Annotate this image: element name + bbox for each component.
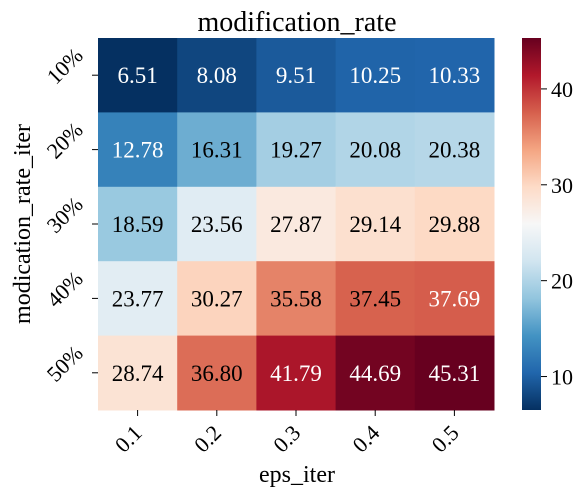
cell-value-label: 37.45 bbox=[349, 286, 401, 311]
heatmap-cell bbox=[414, 112, 495, 188]
x-tick-label: 0.4 bbox=[347, 420, 384, 457]
cell-value-label: 9.51 bbox=[276, 63, 316, 88]
heatmap-cell bbox=[256, 335, 337, 411]
heatmap-cell bbox=[335, 335, 416, 411]
cell-value-label: 10.25 bbox=[349, 63, 401, 88]
cell-value-label: 45.31 bbox=[429, 361, 481, 386]
colorbar-tick-label: 40 bbox=[551, 77, 573, 102]
heatmap-cell bbox=[414, 261, 495, 337]
y-tick-label: 10% bbox=[42, 43, 88, 89]
cell-value-label: 12.78 bbox=[112, 138, 164, 163]
heatmap-cell bbox=[177, 186, 257, 262]
colorbar-tick-label: 30 bbox=[551, 173, 573, 198]
chart-title: modification_rate bbox=[197, 7, 396, 38]
heatmap-cell bbox=[98, 112, 178, 188]
colorbar-tick-label: 20 bbox=[551, 269, 573, 294]
heatmap-cell bbox=[177, 335, 257, 411]
cell-value-label: 35.58 bbox=[270, 286, 322, 311]
x-tick-label: 0.5 bbox=[427, 420, 464, 457]
cell-value-label: 37.69 bbox=[429, 286, 481, 311]
cell-value-label: 36.80 bbox=[191, 361, 243, 386]
cell-value-label: 20.38 bbox=[429, 138, 481, 163]
cell-value-label: 27.87 bbox=[270, 212, 322, 237]
heatmap-cell bbox=[98, 38, 178, 113]
cell-value-label: 29.88 bbox=[429, 212, 481, 237]
heatmap-cell bbox=[414, 186, 495, 262]
x-axis-label: eps_iter bbox=[259, 462, 335, 488]
colorbar-tick-label: 10 bbox=[551, 365, 573, 390]
x-tick-label: 0.1 bbox=[110, 420, 147, 457]
heatmap-cell bbox=[335, 38, 416, 113]
cell-value-label: 16.31 bbox=[191, 138, 243, 163]
heatmap-cell bbox=[256, 261, 337, 337]
heatmap-cell bbox=[98, 261, 178, 337]
heatmap-cell bbox=[335, 186, 416, 262]
cell-value-label: 28.74 bbox=[112, 361, 164, 386]
heatmap-cell bbox=[335, 261, 416, 337]
cell-value-label: 23.56 bbox=[191, 212, 243, 237]
x-axis-ticks: 0.1 0.2 0.3 0.4 0.5 bbox=[110, 410, 464, 457]
heatmap-cell bbox=[177, 112, 257, 188]
heatmap-cell bbox=[98, 186, 178, 262]
cell-value-label: 18.59 bbox=[112, 212, 164, 237]
colorbar bbox=[522, 38, 541, 410]
cell-value-label: 41.79 bbox=[270, 361, 322, 386]
cell-value-label: 19.27 bbox=[270, 138, 322, 163]
y-axis-label: modication_rate_iter bbox=[10, 124, 36, 324]
cell-value-label: 8.08 bbox=[197, 63, 237, 88]
heatmap-cell bbox=[177, 261, 257, 337]
cell-value-label: 44.69 bbox=[349, 361, 401, 386]
y-tick-label: 40% bbox=[42, 266, 88, 312]
cell-value-label: 29.14 bbox=[349, 212, 401, 237]
x-tick-label: 0.2 bbox=[189, 420, 226, 457]
x-tick-label: 0.3 bbox=[268, 420, 305, 457]
heatmap-cell bbox=[414, 335, 495, 411]
heatmap-cells bbox=[98, 38, 495, 411]
colorbar-ticks: 10 20 30 40 bbox=[541, 77, 573, 390]
cell-value-label: 20.08 bbox=[349, 138, 401, 163]
y-tick-label: 50% bbox=[42, 340, 88, 386]
cell-value-label: 23.77 bbox=[112, 286, 164, 311]
heatmap-cell bbox=[256, 112, 337, 188]
cell-value-label: 10.33 bbox=[429, 63, 481, 88]
y-axis-ticks: 10% 20% 30% 40% 50% bbox=[42, 43, 98, 387]
cell-value-label: 6.51 bbox=[117, 63, 157, 88]
y-tick-label: 30% bbox=[42, 192, 88, 238]
heatmap-cell-labels: 6.51 8.08 9.51 10.25 10.33 12.78 16.31 19.27 20.… bbox=[112, 63, 481, 386]
cell-value-label: 30.27 bbox=[191, 286, 243, 311]
heatmap-cell bbox=[414, 38, 495, 113]
heatmap-cell bbox=[177, 38, 257, 113]
y-tick-label: 20% bbox=[42, 117, 88, 163]
heatmap-cell bbox=[335, 112, 416, 188]
heatmap-cell bbox=[256, 38, 337, 113]
heatmap-cell bbox=[98, 335, 178, 411]
heatmap-cell bbox=[256, 186, 337, 262]
